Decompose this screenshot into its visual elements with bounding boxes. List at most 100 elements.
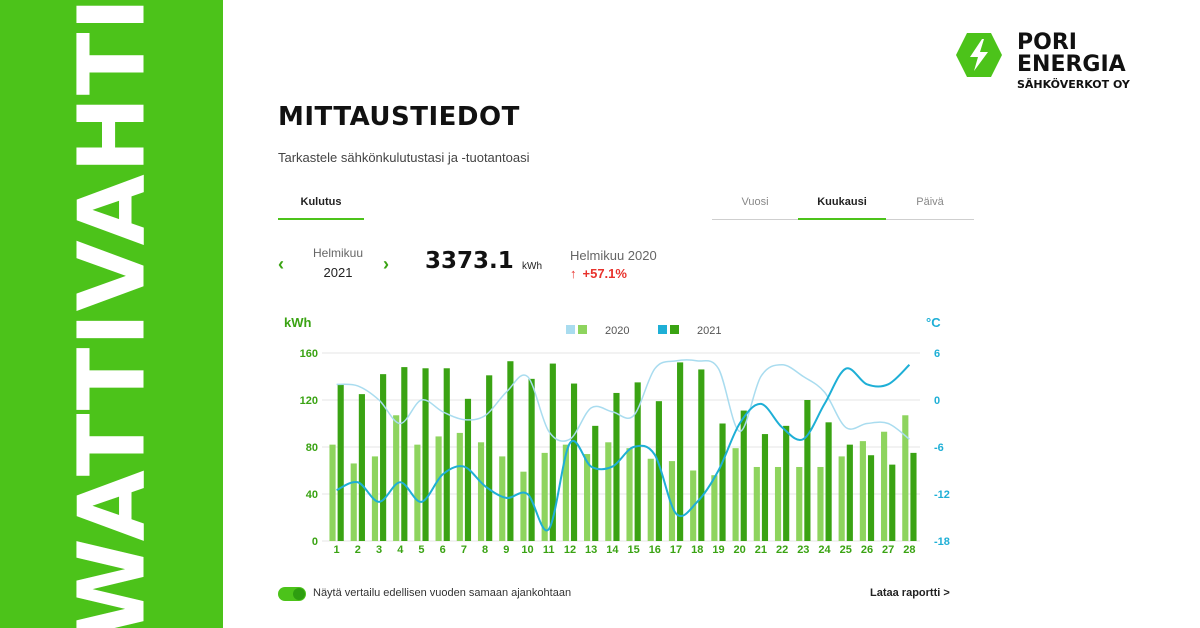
x-tick-label: 5 — [418, 544, 424, 556]
x-tick-label: 12 — [564, 544, 576, 556]
legend-bar-swatch — [670, 325, 679, 334]
brand-line-2: ENERGIA — [1017, 52, 1126, 77]
x-tick-label: 4 — [397, 544, 404, 556]
x-tick-label: 3 — [376, 544, 382, 556]
brand-logo: PORI ENERGIA SÄHKÖVERKOT OY — [955, 30, 1155, 92]
x-tick-label: 18 — [691, 544, 703, 556]
y-left-tick-label: 0 — [312, 536, 318, 548]
tab-vuosi[interactable]: Vuosi — [741, 196, 769, 208]
toggle-knob — [293, 588, 305, 600]
bar-2021 — [528, 378, 535, 541]
y-left-tick-label: 120 — [300, 395, 318, 407]
bar-2021 — [337, 384, 344, 541]
bar-2020 — [584, 454, 591, 541]
x-tick-label: 17 — [670, 544, 682, 556]
y-right-tick-label: 0 — [934, 395, 940, 407]
bar-2021 — [570, 383, 578, 541]
bar-2020 — [562, 444, 569, 541]
x-tick-label: 14 — [606, 544, 619, 556]
x-tick-label: 22 — [776, 544, 788, 556]
bar-2021 — [783, 425, 790, 541]
x-tick-label: 24 — [818, 544, 831, 556]
bar-2020 — [626, 448, 633, 541]
bar-2021 — [761, 434, 769, 541]
bar-2020 — [329, 444, 336, 541]
x-tick-label: 16 — [649, 544, 661, 556]
period-selector: ‹ Helmikuu 2021 › — [276, 246, 400, 282]
bar-2021 — [719, 423, 726, 541]
y-right-axis-label: °C — [926, 315, 941, 330]
bar-2021 — [549, 363, 556, 541]
download-report-link[interactable]: Lataa raportti > — [870, 587, 950, 599]
x-tick-label: 2 — [355, 544, 361, 556]
bar-2021 — [740, 410, 747, 541]
bar-2020 — [541, 452, 548, 541]
comparison-toggle[interactable] — [278, 587, 306, 601]
bar-2020 — [456, 432, 463, 541]
bar-2021 — [422, 368, 429, 541]
bar-2020 — [859, 441, 866, 541]
bar-2021 — [655, 401, 662, 541]
tab-paiva[interactable]: Päivä — [916, 196, 944, 208]
y-right-tick-label: 6 — [934, 348, 940, 360]
bar-2020 — [711, 475, 718, 541]
x-tick-label: 9 — [503, 544, 509, 556]
bar-2021 — [592, 425, 599, 541]
period-tabs: Vuosi Kuukausi Päivä — [712, 192, 974, 220]
x-tick-label: 23 — [797, 544, 809, 556]
bar-2020 — [605, 442, 612, 541]
total-unit: kWh — [522, 261, 542, 272]
page-title: MITTAUSTIEDOT — [278, 102, 520, 132]
chevron-left-icon[interactable]: ‹ — [278, 254, 284, 274]
side-banner: WATTIVAHTI — [0, 0, 223, 628]
bar-2021 — [804, 400, 811, 541]
legend-label: 2020 — [605, 325, 629, 337]
temperature-line-2021 — [336, 364, 911, 532]
page-subtitle: Tarkastele sähkönkulutustasi ja -tuotant… — [278, 150, 530, 165]
y-left-axis-label: kWh — [284, 315, 312, 330]
bar-2021 — [358, 394, 365, 541]
bar-2020 — [647, 458, 654, 541]
bar-2020 — [774, 466, 782, 541]
bar-2020 — [499, 456, 506, 541]
y-left-tick-label: 80 — [306, 442, 318, 454]
x-tick-label: 21 — [755, 544, 767, 556]
bar-2020 — [393, 415, 400, 541]
bar-2021 — [910, 452, 917, 541]
y-right-tick-label: -18 — [934, 536, 950, 548]
side-banner-text: WATTIVAHTI — [58, 0, 166, 628]
x-tick-label: 27 — [882, 544, 894, 556]
bar-2021 — [698, 369, 705, 541]
bar-2021 — [443, 368, 450, 541]
comparison-label: Helmikuu 2020 — [570, 248, 657, 263]
bar-2021 — [634, 382, 641, 541]
x-tick-label: 1 — [334, 544, 340, 556]
x-tick-label: 28 — [903, 544, 915, 556]
x-tick-label: 15 — [627, 544, 639, 556]
y-right-tick-label: -12 — [934, 489, 950, 501]
comparison-toggle-label: Näytä vertailu edellisen vuoden samaan a… — [313, 587, 572, 599]
tab-kulutus[interactable]: Kulutus — [278, 192, 364, 220]
x-tick-label: 8 — [482, 544, 488, 556]
chevron-right-icon[interactable]: › — [383, 254, 389, 274]
legend-label: 2021 — [697, 325, 721, 337]
temperature-line-2020 — [336, 359, 910, 442]
bar-2021 — [846, 444, 853, 541]
bar-2020 — [796, 466, 803, 541]
bar-2020 — [435, 436, 442, 541]
bar-2020 — [732, 448, 739, 541]
bar-2021 — [889, 464, 896, 541]
bar-2020 — [881, 431, 888, 541]
x-tick-label: 13 — [585, 544, 597, 556]
y-left-tick-label: 40 — [306, 489, 318, 501]
bar-2020 — [817, 466, 824, 541]
tab-kuukausi[interactable]: Kuukausi — [798, 192, 886, 220]
x-tick-label: 25 — [840, 544, 852, 556]
bar-2021 — [380, 374, 387, 541]
period-month: Helmikuu — [312, 246, 363, 260]
bar-2020 — [668, 461, 676, 541]
bar-2020 — [753, 466, 760, 541]
lightning-hexagon-icon — [956, 33, 1002, 77]
comparison-change-value: +57.1% — [582, 266, 627, 281]
bar-2021 — [613, 392, 620, 541]
